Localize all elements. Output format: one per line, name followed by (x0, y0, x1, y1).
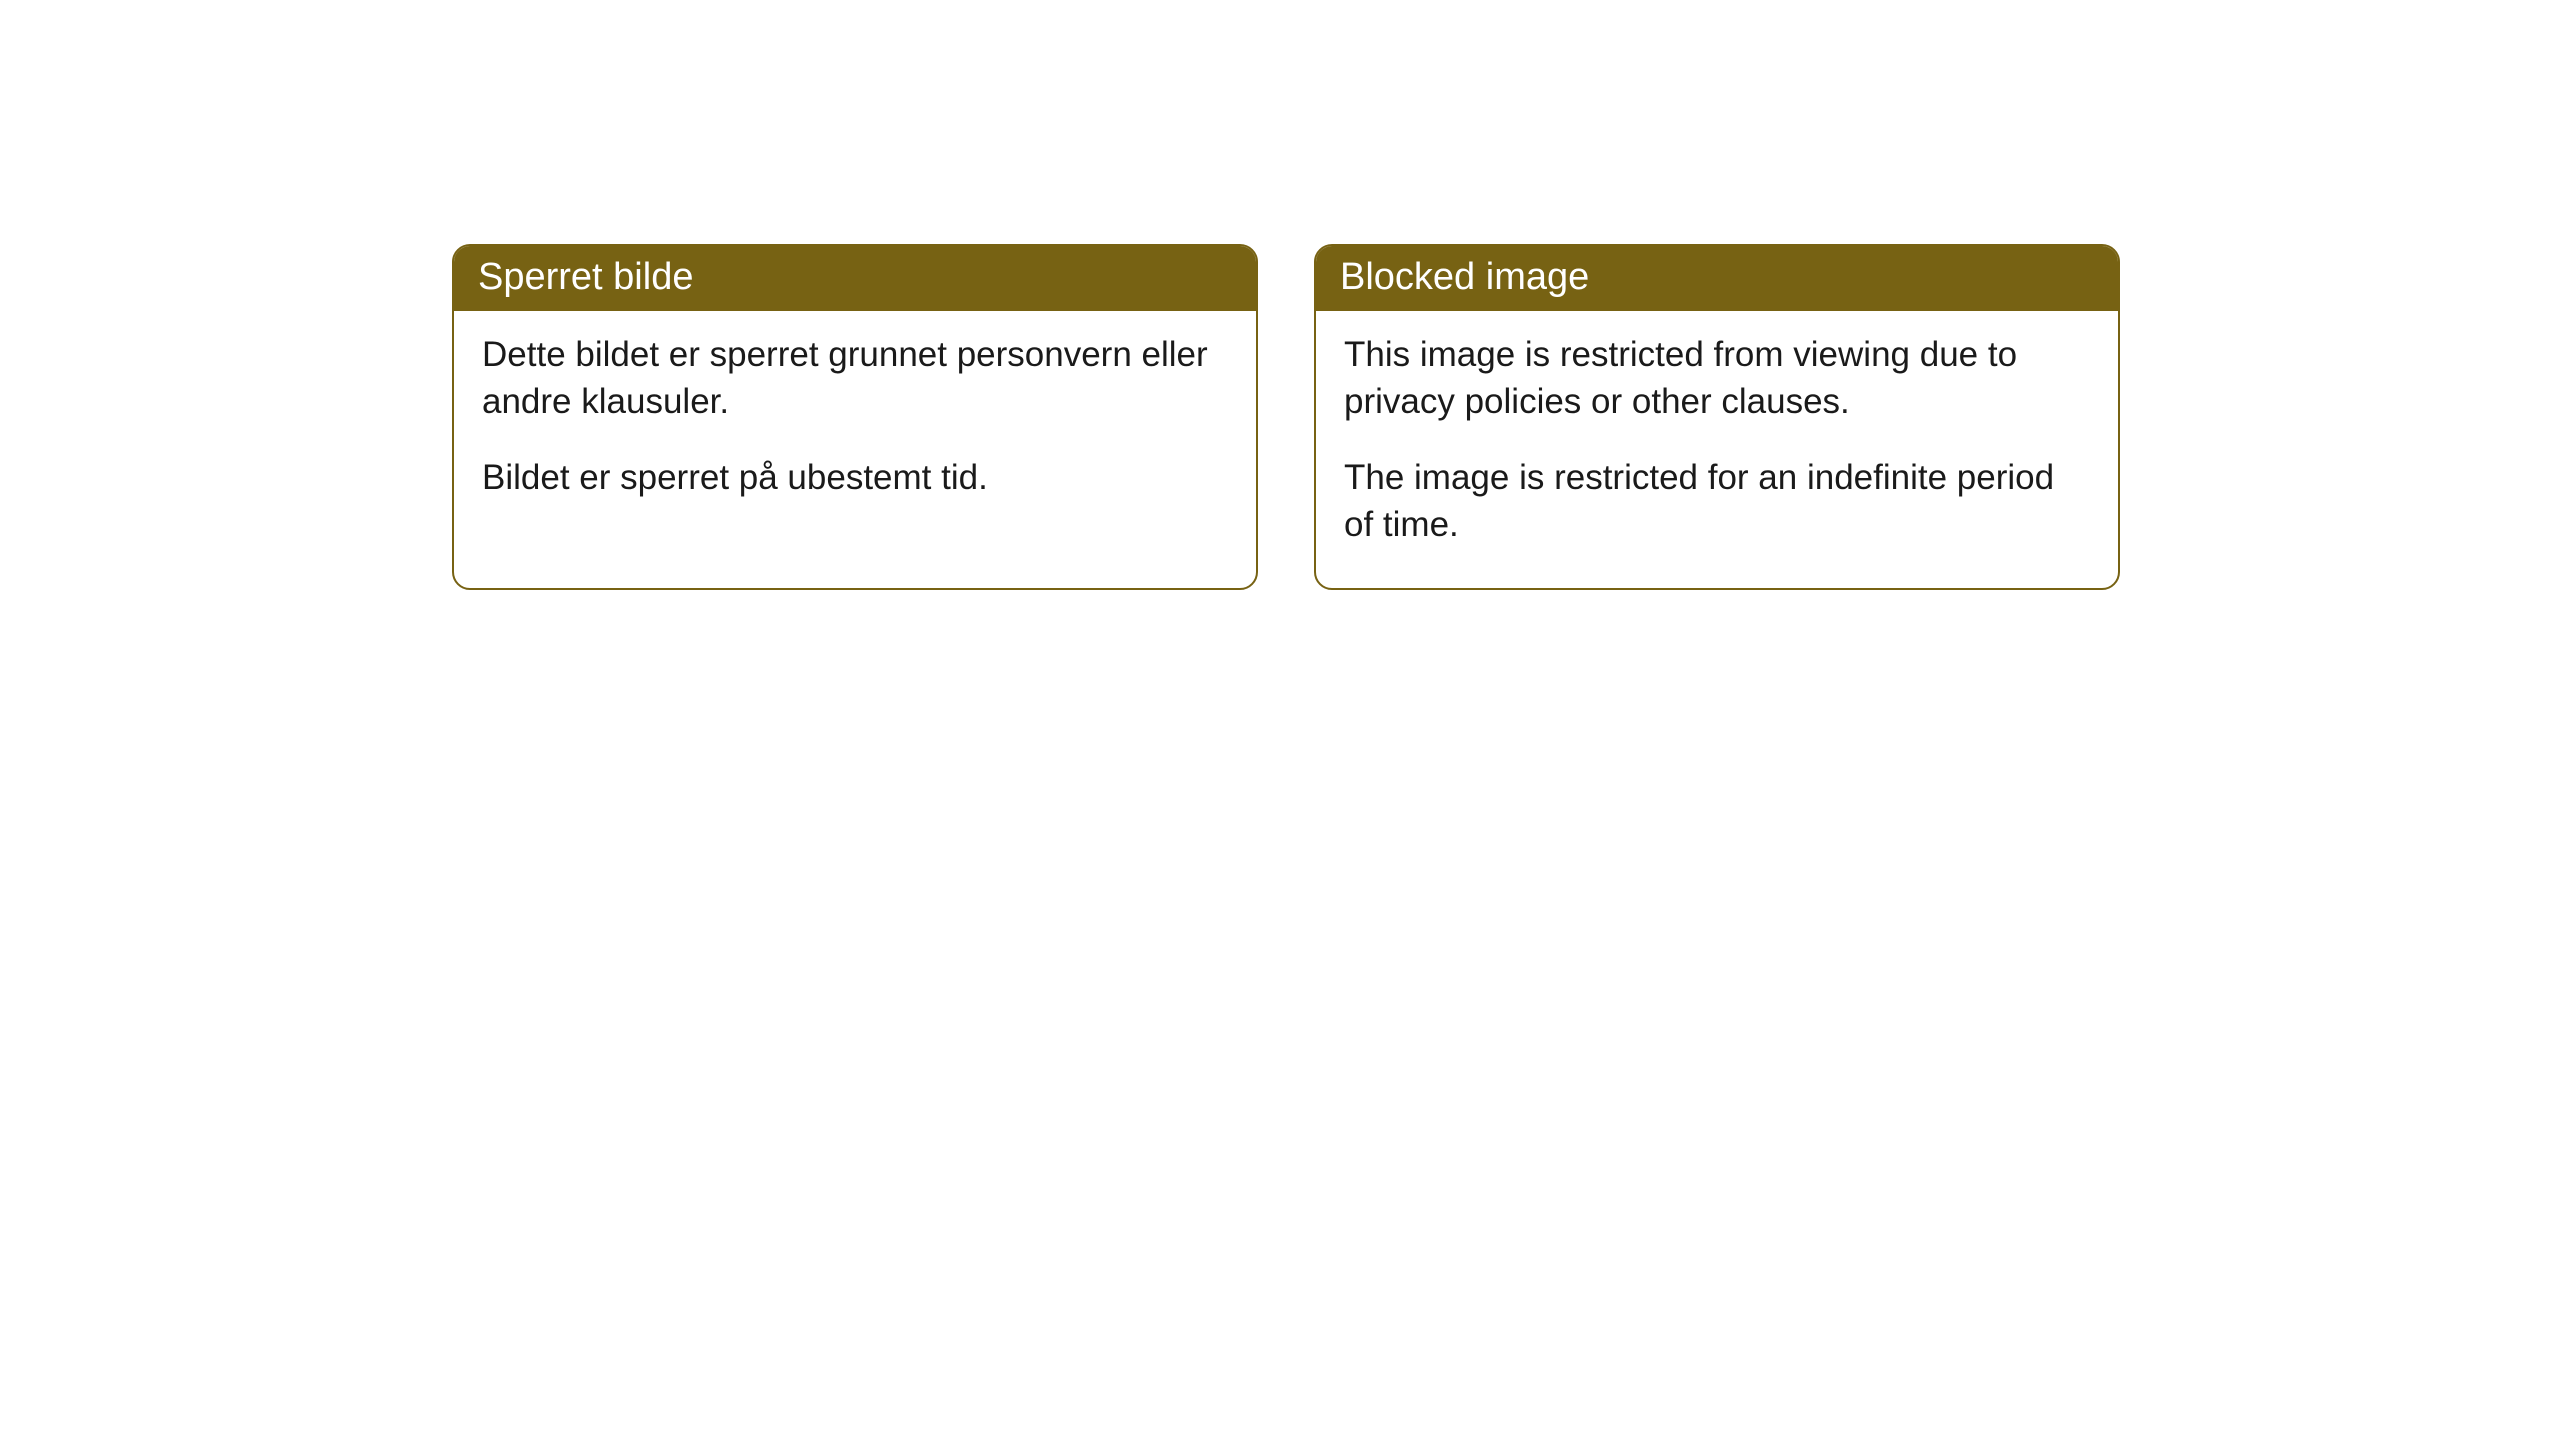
notice-card-english: Blocked image This image is restricted f… (1314, 244, 2120, 590)
notice-paragraph-2: The image is restricted for an indefinit… (1344, 454, 2090, 549)
notice-body: This image is restricted from viewing du… (1316, 311, 2118, 588)
notice-paragraph-1: Dette bildet er sperret grunnet personve… (482, 331, 1228, 426)
notice-title: Blocked image (1340, 256, 1589, 298)
notice-body: Dette bildet er sperret grunnet personve… (454, 311, 1256, 541)
notice-paragraph-2: Bildet er sperret på ubestemt tid. (482, 454, 1228, 501)
notice-card-norwegian: Sperret bilde Dette bildet er sperret gr… (452, 244, 1258, 590)
notice-paragraph-1: This image is restricted from viewing du… (1344, 331, 2090, 426)
notice-title: Sperret bilde (478, 256, 693, 298)
notice-header: Blocked image (1316, 246, 2118, 311)
notice-container: Sperret bilde Dette bildet er sperret gr… (452, 244, 2120, 590)
notice-header: Sperret bilde (454, 246, 1256, 311)
